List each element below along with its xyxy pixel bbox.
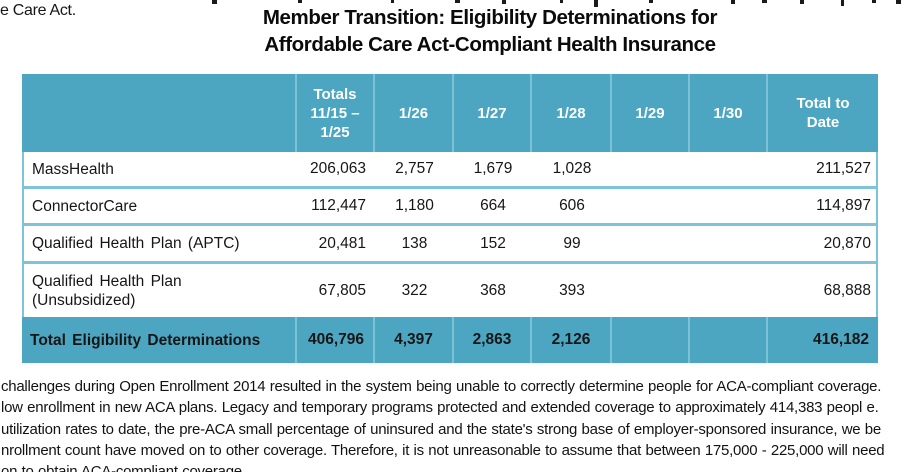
cell-totals: 20,481 — [318, 234, 366, 252]
body-paragraph: challenges during Open Enrollment 2014 r… — [1, 376, 903, 472]
table-row-connectorcare: ConnectorCare 112,447 1,180 664 606 114,… — [24, 189, 876, 226]
cell-totals: 112,447 — [311, 197, 366, 214]
header-cell-total-to-date: Total to Date — [766, 74, 878, 152]
paragraph-line-2: low enrollment in new ACA plans. Legacy … — [1, 399, 879, 417]
cell-totals: 206,063 — [309, 160, 366, 177]
title-line-1: Member Transition: Eligibility Determina… — [262, 6, 718, 29]
total-row-label: Total Eligibility Determinations — [30, 331, 261, 349]
clipped-text-fragment — [455, 0, 460, 3]
row-label: Qualified Health Plan (APTC) — [32, 235, 240, 252]
paragraph-line-4: nrollment count have moved on to other c… — [1, 441, 885, 459]
cell-totals: 67,805 — [318, 281, 366, 299]
table-row-masshealth: MassHealth 206,063 2,757 1,679 1,028 211… — [24, 152, 876, 189]
cell-1-29 — [612, 189, 690, 223]
clipped-text-fragment — [594, 0, 598, 7]
table-body: MassHealth 206,063 2,757 1,679 1,028 211… — [22, 152, 878, 317]
clipped-text-fragment — [649, 0, 653, 3]
table-total-row: Total Eligibility Determinations 406,796… — [22, 317, 878, 363]
row-label: Qualified Health Plan (Unsubsidized) — [32, 272, 182, 309]
row-label: MassHealth — [32, 160, 114, 178]
cell-1-28: 2,126 — [530, 317, 610, 363]
cell-1-28: 606 — [559, 197, 585, 214]
cell-1-27: 152 — [480, 234, 506, 252]
clipped-text-fragment — [762, 0, 767, 3]
header-cell-blank — [22, 74, 295, 152]
eligibility-table: Totals 11/15 – 1/25 1/26 1/27 1/28 1/29 … — [22, 74, 878, 363]
cell-1-28: 393 — [559, 281, 585, 299]
clipped-text-fragment — [391, 0, 394, 3]
page-title: Member Transition: Eligibility Determina… — [77, 4, 903, 58]
cell-totals: 406,796 — [295, 317, 373, 363]
clipped-text-fragment — [502, 0, 506, 4]
clipped-text-fragment — [800, 0, 804, 4]
table-row-qhp-aptc: Qualified Health Plan (APTC) 20,481 138 … — [24, 226, 876, 264]
cell-total-to-date: 211,527 — [816, 160, 871, 177]
previous-paragraph-fragment: e Care Act. — [0, 2, 76, 19]
paragraph-line-5: on to obtain ACA-compliant coverage. — [1, 463, 246, 472]
clipped-text-fragment — [841, 0, 844, 6]
cell-1-30 — [690, 226, 768, 261]
cell-total-to-date: 416,182 — [766, 317, 878, 363]
cell-1-27: 664 — [480, 197, 506, 214]
cell-total-to-date: 68,888 — [823, 281, 871, 299]
cell-1-26: 322 — [401, 281, 428, 299]
cell-1-27: 1,679 — [473, 160, 513, 177]
cell-1-26: 1,180 — [395, 197, 434, 214]
clipped-text-fragment — [896, 0, 901, 4]
cell-1-30 — [690, 152, 768, 186]
cell-1-30 — [690, 189, 768, 223]
table-row-qhp-unsubsidized: Qualified Health Plan (Unsubsidized) 67,… — [24, 264, 876, 317]
cell-1-29 — [612, 264, 690, 317]
cell-1-28: 1,028 — [552, 160, 592, 177]
cell-total-to-date: 114,897 — [816, 197, 871, 214]
cell-1-26: 138 — [401, 234, 428, 252]
cell-1-26: 4,397 — [373, 317, 452, 363]
table-header-row: Totals 11/15 – 1/25 1/26 1/27 1/28 1/29 … — [22, 74, 878, 152]
cell-1-29 — [610, 317, 688, 363]
header-cell-totals: Totals 11/15 – 1/25 — [295, 74, 373, 152]
clipped-text-fragment — [560, 0, 563, 3]
cell-1-27: 368 — [480, 281, 506, 299]
header-cell-1-27: 1/27 — [452, 74, 530, 152]
title-line-2: Affordable Care Act-Compliant Health Ins… — [264, 33, 716, 56]
cell-1-26: 2,757 — [395, 160, 434, 177]
clipped-text-fragment — [212, 0, 217, 4]
header-cell-1-29: 1/29 — [610, 74, 688, 152]
cell-1-27: 2,863 — [452, 317, 530, 363]
paragraph-line-1: challenges during Open Enrollment 2014 r… — [1, 378, 882, 395]
clipped-text-fragment — [731, 0, 735, 4]
header-cell-1-28: 1/28 — [530, 74, 610, 152]
cell-1-30 — [690, 264, 768, 317]
cell-1-30 — [688, 317, 766, 363]
header-cell-1-30: 1/30 — [688, 74, 766, 152]
clipped-text-fragment — [298, 0, 302, 3]
cell-1-29 — [612, 152, 690, 186]
row-label: ConnectorCare — [32, 197, 138, 215]
clipped-text-fragment — [872, 0, 876, 3]
cell-1-28: 99 — [563, 234, 581, 252]
cell-total-to-date: 20,870 — [823, 234, 871, 252]
paragraph-line-3: utilization rates to date, the pre-ACA s… — [1, 420, 881, 438]
cell-1-29 — [612, 226, 690, 261]
header-cell-1-26: 1/26 — [373, 74, 452, 152]
